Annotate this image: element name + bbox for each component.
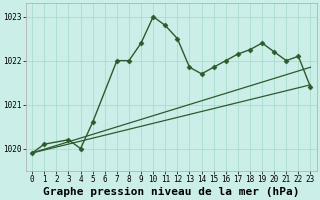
X-axis label: Graphe pression niveau de la mer (hPa): Graphe pression niveau de la mer (hPa) [43,186,300,197]
